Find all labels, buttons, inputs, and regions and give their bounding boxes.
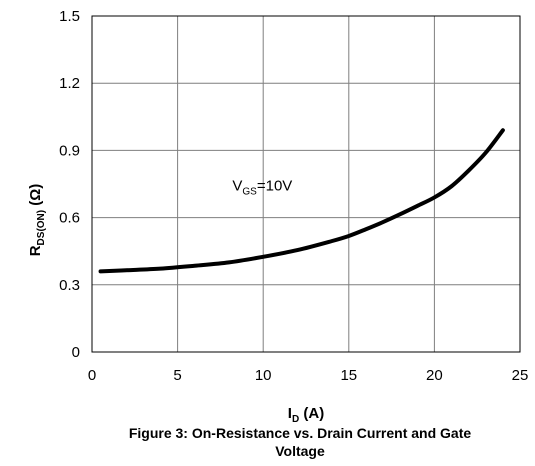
series-line — [98, 128, 505, 274]
figure-caption-line-2: Voltage — [275, 443, 325, 459]
x-tick-label: 5 — [173, 367, 181, 384]
plot-frame — [91, 15, 521, 353]
annotations: VGS=10V — [232, 178, 292, 198]
series-layer — [98, 128, 505, 274]
y-tick-label: 0 — [72, 344, 80, 361]
x-tick-label: 10 — [255, 367, 272, 384]
y-tick-label: 0.3 — [59, 277, 80, 294]
y-tick-label: 0.6 — [59, 210, 80, 227]
x-tick-label: 0 — [88, 367, 96, 384]
y-tick-label: 1.2 — [59, 75, 80, 92]
y-axis-label: RDS(ON) (Ω) — [27, 184, 47, 257]
x-tick-label: 20 — [426, 367, 443, 384]
series-annotation-label: VGS=10V — [232, 178, 292, 198]
x-tick-label: 15 — [340, 367, 357, 384]
x-tick-label: 25 — [512, 367, 529, 384]
x-axis-label: ID (A) — [288, 405, 324, 425]
y-tick-label: 1.5 — [59, 8, 80, 25]
x-axis-ticks: 0 5 10 15 20 25 — [88, 367, 529, 384]
y-axis-ticks: 0 0.3 0.6 0.9 1.2 1.5 — [59, 8, 80, 361]
figure-caption-line-1: Figure 3: On-Resistance vs. Drain Curren… — [129, 425, 472, 441]
y-tick-label: 0.9 — [59, 142, 80, 159]
